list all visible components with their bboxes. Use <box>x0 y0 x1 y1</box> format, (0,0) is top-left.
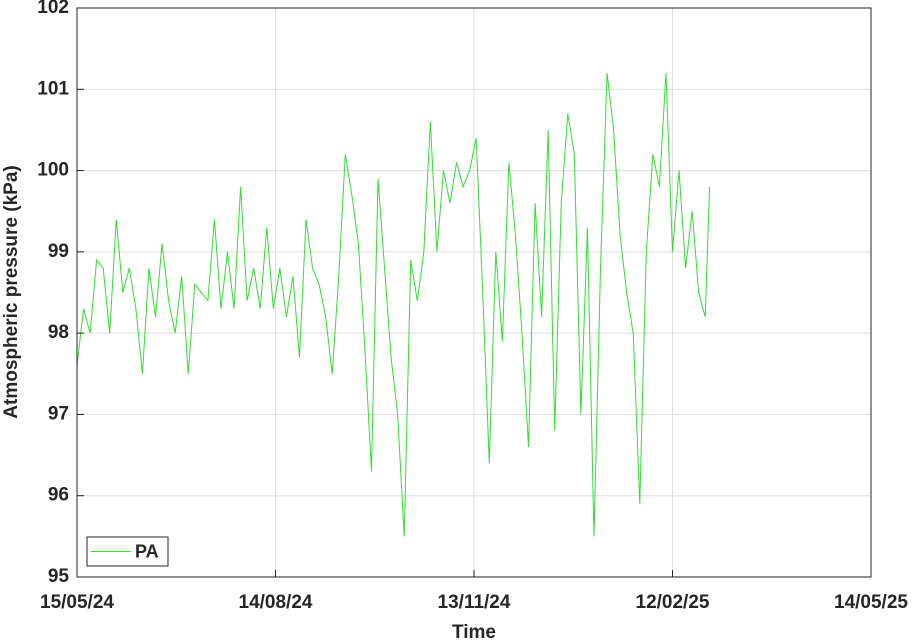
x-tick-label: 12/02/25 <box>636 592 710 613</box>
x-tick-label: 14/08/24 <box>239 592 313 613</box>
data-line <box>76 72 711 537</box>
y-tick-label: 98 <box>48 322 69 343</box>
x-axis-label: Time <box>452 622 496 643</box>
y-tick-label: 101 <box>37 78 69 99</box>
y-tick-label: 100 <box>37 160 69 181</box>
y-tick-label: 99 <box>48 241 69 262</box>
y-tick-label: 95 <box>48 566 70 587</box>
legend: PA <box>86 536 169 567</box>
y-tick-label: 97 <box>48 403 69 424</box>
y-tick-label: 102 <box>37 0 69 18</box>
legend-label: PA <box>135 541 159 561</box>
y-axis-label: Atmospheric pressure (kPa) <box>1 165 22 418</box>
x-tick-label: 15/05/24 <box>40 592 114 613</box>
x-tick-label: 14/05/25 <box>834 592 908 613</box>
x-tick-label: 13/11/24 <box>438 592 511 613</box>
y-tick-label: 96 <box>48 485 69 506</box>
